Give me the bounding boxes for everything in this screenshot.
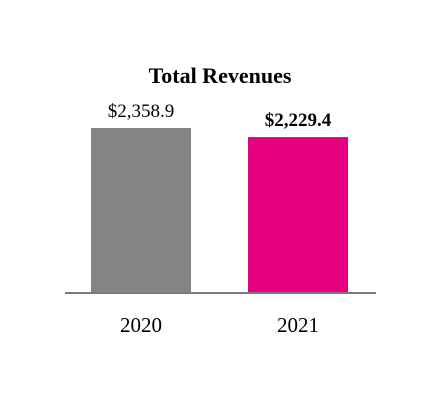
bars-group	[91, 128, 348, 293]
x-tick-label-2020: 2020	[120, 313, 162, 337]
chart-title: Total Revenues	[149, 63, 292, 88]
x-tick-label-2021: 2021	[277, 313, 319, 337]
data-label-2020: $2,358.9	[108, 101, 175, 122]
data-label-2021: $2,229.4	[265, 110, 332, 131]
bar-2020	[91, 128, 191, 293]
bar-2021	[248, 137, 348, 293]
labels-group: $2,358.9 2020 $2,229.4 2021	[108, 101, 332, 337]
